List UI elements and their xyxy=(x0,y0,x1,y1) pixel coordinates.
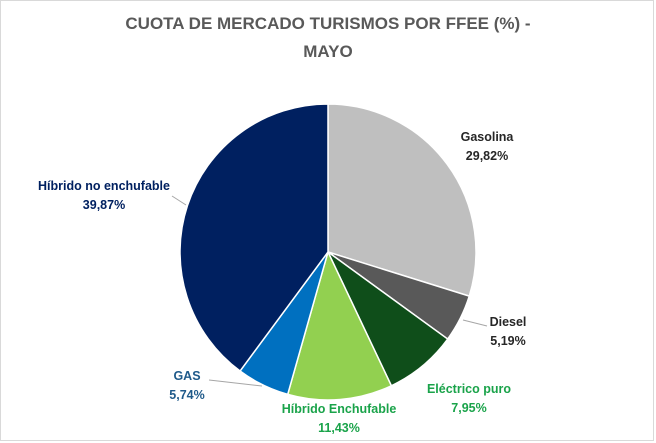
leader-line xyxy=(171,195,187,206)
data-label-híbrido-no-enchufable: Híbrido no enchufable 39,87% xyxy=(38,179,170,212)
pie-slice-híbrido-no-enchufable xyxy=(179,103,329,373)
data-label-gas: GAS 5,74% xyxy=(169,369,204,402)
data-label-gasolina: Gasolina 29,82% xyxy=(461,130,515,163)
pie-slice-híbrido-enchufable xyxy=(286,249,393,401)
data-label-diesel: Diesel 5,19% xyxy=(490,315,527,348)
chart-title: CUOTA DE MERCADO TURISMOS POR FFEE (%) -… xyxy=(125,14,531,61)
data-label-híbrido-enchufable: Híbrido Enchufable 11,43% xyxy=(282,402,397,435)
leader-line xyxy=(208,379,263,387)
pie-slice-gasolina xyxy=(327,103,477,298)
leader-line xyxy=(462,319,488,327)
data-label-eléctrico-puro: Eléctrico puro 7,95% xyxy=(427,382,511,415)
